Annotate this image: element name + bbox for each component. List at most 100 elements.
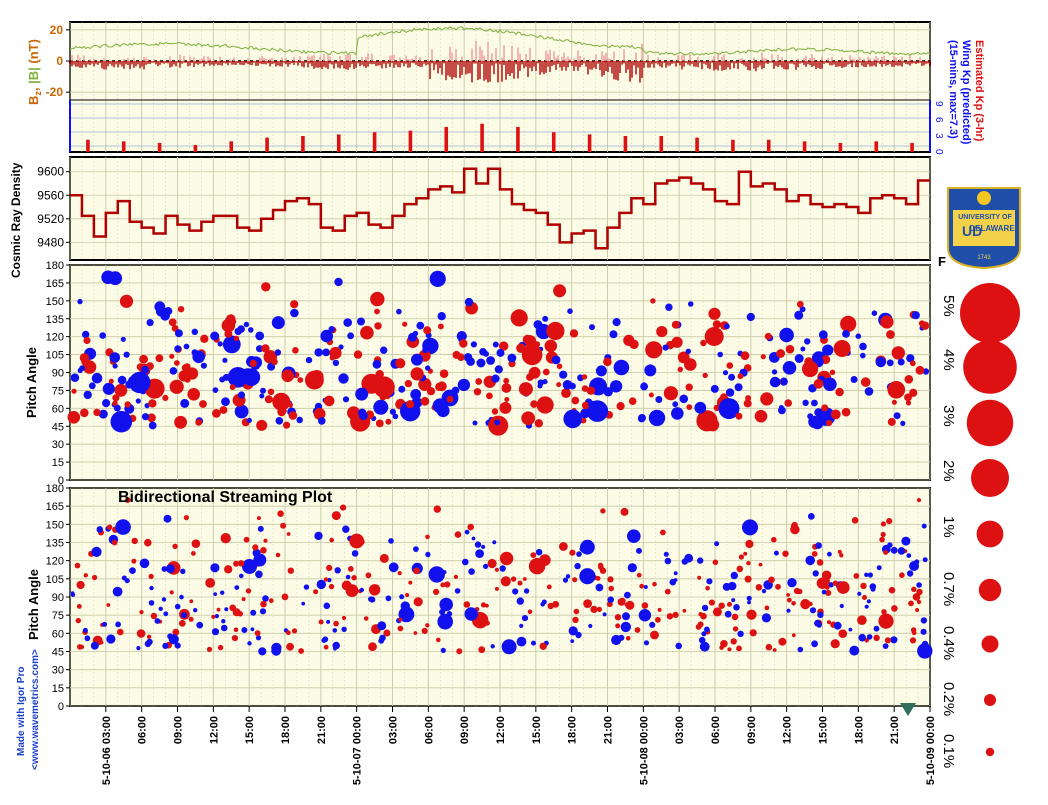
pitch-point-red — [195, 419, 203, 426]
pitch-point-blue — [239, 573, 244, 579]
pitch-point-red — [82, 360, 97, 374]
cosmic-ray-y-ticks: 9480 9520 9560 9600 — [37, 165, 70, 249]
pitch-point-red — [760, 392, 774, 406]
y-tick-label: 45 — [52, 421, 64, 433]
kp-bar — [301, 136, 305, 152]
x-tick-label: 5-10-07 00:00 — [352, 716, 364, 785]
legend-label: 0.4% — [940, 626, 957, 660]
pitch-point-blue — [681, 558, 688, 565]
pitch-point-red — [172, 628, 180, 636]
pitch-point-red — [843, 409, 850, 416]
kp-wing-label: Wing Kp (predicted) — [960, 40, 972, 145]
pitch-point-red — [581, 374, 588, 380]
pitch-point-red — [708, 599, 716, 606]
pitch-point-blue — [855, 333, 862, 340]
pitch-point-blue — [440, 647, 446, 654]
pitch-point-red — [106, 524, 113, 530]
pitch-point-blue — [779, 327, 794, 343]
pitch-point-red — [764, 605, 770, 611]
x-tick-label: 15:00 — [818, 716, 830, 744]
pitch-point-red — [475, 378, 483, 385]
pitch-point-blue — [589, 324, 595, 331]
kp-tick-label: 3 — [933, 133, 944, 139]
pitch-point-red — [368, 642, 377, 652]
pitch-point-blue — [612, 318, 621, 327]
cosmic-ray-y-label: Cosmic Ray Density — [9, 162, 23, 278]
pitch-point-blue — [112, 363, 118, 369]
pitch-point-blue — [392, 413, 399, 420]
legend-label: 1% — [940, 516, 957, 538]
pitch-point-red — [229, 604, 237, 612]
pitch-point-blue — [794, 310, 804, 320]
pitch-point-blue — [730, 571, 738, 580]
pitch-point-blue — [565, 574, 571, 579]
x-tick-label: 03:00 — [388, 716, 400, 744]
pitch-point-blue — [102, 621, 108, 627]
pitch-point-red — [288, 411, 298, 420]
pitch-point-red — [830, 639, 840, 649]
pitch-point-red — [260, 547, 267, 554]
pitch-point-blue — [154, 618, 161, 624]
pitch-point-blue — [602, 612, 607, 617]
pitch-point-red — [326, 564, 333, 572]
pitch-point-red — [697, 575, 702, 580]
pitch-point-red — [608, 585, 614, 592]
pitch-point-red — [860, 582, 867, 590]
y-tick-label: 9480 — [37, 235, 64, 249]
pitch-point-red — [499, 551, 514, 566]
pitch-point-red — [731, 613, 739, 621]
pitch-point-red — [155, 354, 164, 363]
pitch-point-blue — [322, 348, 330, 357]
pitch-point-blue — [491, 374, 500, 383]
y-tick-label: 45 — [52, 647, 64, 659]
pitch-point-blue — [537, 383, 543, 389]
pitch-point-red — [211, 614, 216, 619]
pitch-point-blue — [742, 519, 758, 536]
pitch-point-red — [267, 388, 275, 395]
y-tick-label: 180 — [46, 483, 64, 495]
pitch-point-red — [433, 588, 440, 596]
pitch-point-red — [776, 349, 785, 358]
pitch-point-red — [139, 354, 149, 364]
pitch-point-red — [226, 314, 236, 324]
pitch-point-red — [663, 386, 679, 401]
pitch-point-red — [219, 406, 228, 414]
pitch-point-blue — [746, 312, 755, 322]
pitch-point-blue — [474, 541, 482, 548]
kp-bars — [86, 123, 914, 152]
pitch-point-blue — [579, 546, 586, 552]
current-time-marker — [900, 703, 916, 716]
pitch-point-blue — [747, 600, 751, 605]
pitch-point-red — [124, 401, 131, 408]
pitch-point-blue — [717, 351, 723, 358]
pitch-point-red — [860, 377, 871, 387]
pitch-point-red — [853, 573, 860, 579]
pitch-point-red — [291, 628, 298, 634]
pitch-point-red — [233, 560, 240, 567]
pitch-point-blue — [906, 354, 915, 363]
pitch-point-blue — [112, 586, 123, 597]
x-tick-label: 06:00 — [710, 716, 722, 744]
pitch-point-red — [261, 344, 270, 353]
pitch-point-blue — [643, 585, 648, 589]
pitch-point-blue — [399, 594, 405, 600]
pitch-point-red — [347, 406, 361, 420]
pitch-point-red — [617, 598, 626, 606]
pitch-point-red — [706, 418, 720, 432]
pitch-point-red — [374, 584, 380, 590]
pitch-point-red — [413, 567, 420, 575]
y-tick-label: 120 — [46, 332, 64, 344]
pitch-point-blue — [771, 369, 778, 375]
pitch-point-red — [730, 638, 737, 645]
pitch-point-red — [816, 559, 824, 566]
pitch-point-red — [281, 593, 289, 601]
pitch-point-blue — [733, 604, 740, 611]
kp-bar — [516, 126, 520, 152]
pitch-point-blue — [357, 317, 365, 326]
pitch-point-red — [910, 627, 917, 633]
pitch-point-red — [169, 379, 184, 394]
pitch-point-blue — [248, 327, 254, 333]
pitch-point-blue — [804, 338, 811, 345]
pitch-point-red — [782, 550, 789, 557]
pitch-point-blue — [673, 571, 678, 576]
